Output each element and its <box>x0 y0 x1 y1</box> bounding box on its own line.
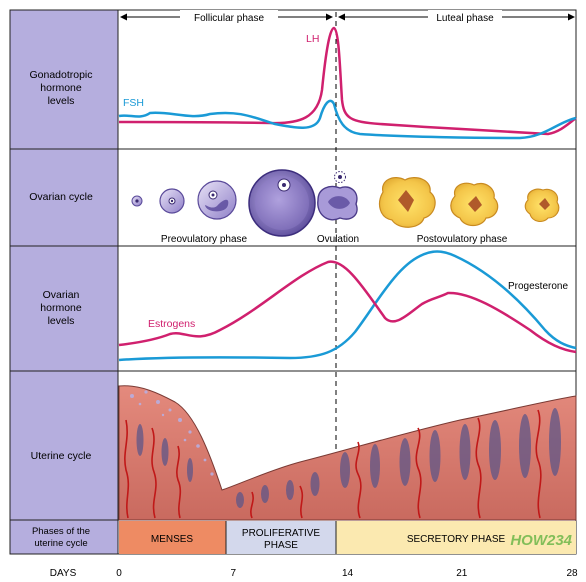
follicular-phase-label: Follicular phase <box>194 13 264 24</box>
luteal-phase-label: Luteal phase <box>436 13 494 24</box>
estrogens-label: Estrogens <box>148 318 195 330</box>
follicle-vesicular <box>248 169 316 237</box>
fsh-curve <box>118 99 577 140</box>
label-uterine-cycle: Uterine cycle <box>31 450 92 462</box>
follicle-primordial <box>131 195 143 207</box>
lh-label: LH <box>306 33 319 45</box>
progesterone-curve <box>118 250 577 362</box>
label-ovarian-hormone: Ovarian hormone levels <box>40 289 82 327</box>
ovulating-follicle <box>317 171 358 221</box>
day-tick-0: 0 <box>116 568 122 579</box>
day-tick-21: 21 <box>456 568 468 579</box>
preovulatory-label: Preovulatory phase <box>161 234 248 245</box>
label-gonadotropic: Gonadotropic hormone levels <box>29 69 92 107</box>
menses-band <box>119 521 226 554</box>
watermark: HOW234 <box>510 532 572 549</box>
sidebar-background <box>10 10 118 554</box>
menses-label: MENSES <box>151 534 194 545</box>
label-phases-uterine: Phases of the uterine cycle <box>32 526 90 549</box>
day-tick-14: 14 <box>342 568 354 579</box>
follicle-primary <box>159 188 185 214</box>
follicle-secondary <box>197 180 237 220</box>
secretory-label: SECRETORY PHASE <box>407 534 506 545</box>
label-days: DAYS <box>50 568 77 579</box>
postovulatory-label: Postovulatory phase <box>417 234 508 245</box>
proliferative-band <box>226 521 336 554</box>
endometrium-illustration <box>118 385 577 521</box>
progesterone-label: Progesterone <box>508 281 568 292</box>
ovulation-label: Ovulation <box>317 234 359 245</box>
day-tick-28: 28 <box>566 568 578 579</box>
corpus-luteum-1 <box>379 177 436 228</box>
day-axis: 0 7 14 21 28 <box>116 568 578 579</box>
proliferative-label: PROLIFERATIVE PHASE <box>242 528 320 551</box>
day-tick-7: 7 <box>230 568 236 579</box>
lh-curve <box>118 26 577 136</box>
fsh-label: FSH <box>123 97 144 109</box>
label-ovarian-cycle: Ovarian cycle <box>29 191 93 203</box>
corpus-luteum-2 <box>450 182 499 227</box>
corpus-albicans <box>524 188 560 223</box>
estrogens-curve <box>118 260 577 354</box>
secretory-band <box>336 521 576 554</box>
